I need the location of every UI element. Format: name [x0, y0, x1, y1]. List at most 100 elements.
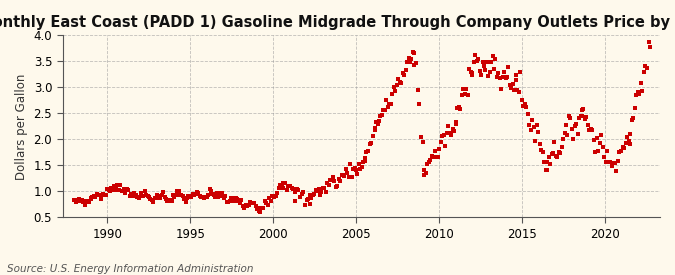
Point: [109, 183, 119, 188]
Point: [623, 139, 634, 143]
Point: [640, 64, 651, 68]
Point: [119, 190, 130, 195]
Point: [325, 178, 335, 183]
Point: [606, 163, 617, 168]
Point: [545, 162, 556, 166]
Point: [162, 199, 173, 203]
Point: [269, 195, 279, 199]
Point: [312, 189, 323, 194]
Point: [169, 194, 180, 199]
Point: [366, 141, 377, 145]
Point: [625, 142, 636, 146]
Point: [359, 156, 370, 160]
Point: [149, 196, 160, 200]
Point: [586, 127, 597, 131]
Point: [91, 191, 102, 196]
Point: [583, 123, 593, 128]
Point: [206, 189, 217, 194]
Point: [252, 207, 263, 211]
Point: [608, 161, 619, 165]
Point: [190, 192, 201, 196]
Point: [129, 191, 140, 195]
Point: [388, 85, 399, 89]
Point: [546, 152, 557, 157]
Point: [472, 57, 483, 61]
Point: [419, 168, 430, 172]
Point: [542, 168, 553, 172]
Y-axis label: Dollars per Gallon: Dollars per Gallon: [15, 73, 28, 180]
Point: [276, 183, 287, 187]
Point: [531, 123, 542, 128]
Point: [406, 57, 417, 62]
Point: [611, 169, 622, 173]
Point: [111, 186, 122, 191]
Point: [112, 188, 123, 192]
Point: [417, 140, 428, 144]
Point: [146, 198, 157, 202]
Point: [446, 133, 457, 137]
Point: [304, 192, 315, 197]
Point: [340, 166, 351, 171]
Point: [327, 175, 338, 179]
Point: [452, 106, 463, 110]
Point: [383, 105, 394, 110]
Point: [140, 189, 151, 194]
Point: [188, 192, 198, 197]
Point: [358, 160, 369, 164]
Point: [606, 160, 617, 165]
Point: [107, 188, 118, 193]
Point: [326, 178, 337, 182]
Point: [449, 129, 460, 133]
Point: [105, 188, 115, 193]
Point: [552, 155, 563, 160]
Point: [566, 126, 577, 131]
Point: [539, 160, 549, 164]
Point: [464, 67, 475, 72]
Point: [516, 97, 527, 102]
Point: [278, 186, 289, 191]
Point: [338, 173, 348, 177]
Point: [513, 89, 524, 94]
Point: [503, 65, 514, 69]
Point: [641, 66, 652, 70]
Point: [471, 59, 482, 64]
Point: [605, 160, 616, 164]
Point: [95, 193, 105, 197]
Point: [568, 137, 578, 141]
Point: [290, 199, 300, 204]
Point: [303, 197, 314, 201]
Point: [293, 188, 304, 192]
Point: [165, 198, 176, 202]
Point: [152, 192, 163, 197]
Point: [294, 194, 305, 199]
Point: [554, 150, 564, 154]
Point: [321, 189, 331, 194]
Point: [259, 199, 270, 203]
Point: [184, 194, 195, 198]
Point: [270, 194, 281, 198]
Point: [213, 194, 223, 199]
Point: [602, 149, 613, 153]
Point: [265, 199, 276, 203]
Point: [272, 191, 283, 195]
Point: [479, 64, 489, 68]
Point: [118, 187, 129, 192]
Point: [322, 181, 333, 185]
Point: [123, 188, 134, 193]
Point: [525, 128, 536, 132]
Point: [339, 174, 350, 178]
Point: [113, 188, 124, 192]
Point: [258, 205, 269, 210]
Point: [183, 194, 194, 199]
Point: [82, 199, 93, 204]
Point: [221, 200, 232, 204]
Point: [220, 194, 231, 198]
Point: [412, 87, 423, 92]
Point: [117, 189, 128, 193]
Point: [542, 160, 553, 164]
Point: [359, 159, 370, 164]
Point: [596, 133, 607, 137]
Point: [610, 161, 620, 165]
Point: [439, 132, 450, 137]
Point: [330, 185, 341, 189]
